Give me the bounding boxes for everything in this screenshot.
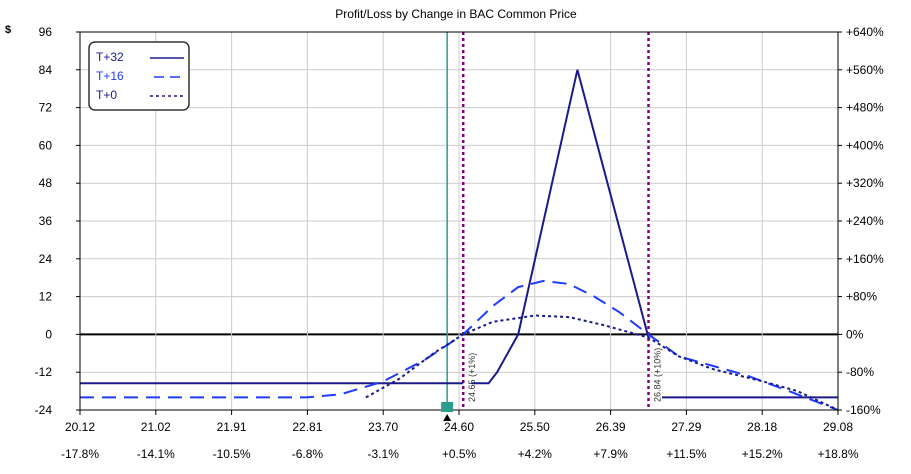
- y-axis-label: $: [5, 24, 11, 36]
- legend: T+32 T+16 T+0: [88, 41, 190, 111]
- x-tick-label: 27.29: [671, 420, 701, 434]
- x-tick-label: 21.02: [141, 420, 171, 434]
- y-tick-label: 84: [39, 63, 53, 77]
- y2-tick-label: +320%: [846, 176, 884, 190]
- legend-t16: T+16: [96, 69, 124, 83]
- x2-tick-label: +7.9%: [593, 447, 628, 461]
- x-tick-label: 25.50: [520, 420, 550, 434]
- current-price-arrow-icon: [443, 414, 452, 421]
- y-tick-label: 12: [39, 290, 53, 304]
- y2-tick-label: -160%: [846, 403, 881, 417]
- y2-tick-label: +560%: [846, 63, 884, 77]
- breakeven-label: 24.65 (+1%): [467, 353, 477, 402]
- x2-tick-label: +0.5%: [442, 447, 477, 461]
- chart-title: Profit/Loss by Change in BAC Common Pric…: [335, 7, 577, 21]
- y2-tick-label: +400%: [846, 138, 884, 152]
- x-tick-label: 23.70: [368, 420, 398, 434]
- x-tick-label: 28.18: [747, 420, 777, 434]
- series-line-tplus16: [80, 279, 839, 411]
- legend-t32: T+32: [96, 50, 124, 64]
- y2-tick-label: -80%: [846, 365, 874, 379]
- legend-t0: T+0: [96, 88, 117, 102]
- y2-tick-label: 0%: [846, 327, 864, 341]
- x2-tick-label: -14.1%: [137, 447, 175, 461]
- y-tick-label: 36: [39, 214, 53, 228]
- y-tick-label: 96: [39, 25, 53, 39]
- x-tick-label: 26.39: [596, 420, 626, 434]
- x2-tick-label: -3.1%: [368, 447, 400, 461]
- y-tick-label: 72: [39, 101, 53, 115]
- series-line-tplus0: [365, 314, 839, 411]
- x2-tick-label: +11.5%: [666, 447, 706, 461]
- y2-tick-label: +80%: [846, 290, 877, 304]
- x-tick-label: 22.81: [292, 420, 322, 434]
- series-line-tplus32: [471, 69, 650, 385]
- y-tick-label: -12: [35, 365, 53, 379]
- x-tick-label: 21.91: [217, 420, 247, 434]
- y-tick-label: 48: [39, 176, 53, 190]
- x2-tick-label: +18.8%: [817, 447, 858, 461]
- y2-tick-label: +160%: [846, 252, 884, 266]
- x-tick-label: 29.08: [823, 420, 853, 434]
- x2-tick-label: +15.2%: [742, 447, 783, 461]
- x2-tick-label: +4.2%: [518, 447, 553, 461]
- y2-tick-label: +240%: [846, 214, 884, 228]
- y-tick-label: 60: [39, 138, 53, 152]
- y2-tick-label: +480%: [846, 101, 884, 115]
- x2-tick-label: -10.5%: [213, 447, 251, 461]
- x2-tick-label: -17.8%: [61, 447, 99, 461]
- plot-frame: [79, 31, 839, 411]
- y-tick-label: -24: [35, 403, 53, 417]
- breakeven-label: 26.84 (+10%): [653, 348, 663, 402]
- x-tick-label: 24.60: [444, 420, 474, 434]
- y-tick-label: 0: [45, 327, 52, 341]
- y2-tick-label: +640%: [846, 25, 884, 39]
- x2-tick-label: -6.8%: [292, 447, 324, 461]
- current-price-marker: [441, 402, 454, 412]
- y-tick-label: 24: [39, 252, 53, 266]
- x-tick-label: 20.12: [65, 420, 95, 434]
